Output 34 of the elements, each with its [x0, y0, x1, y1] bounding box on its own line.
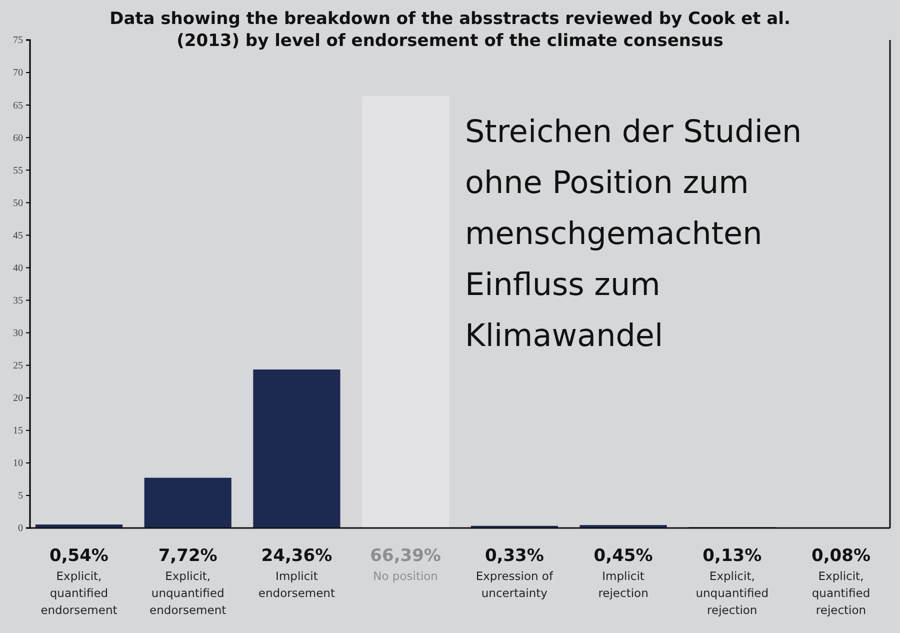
- y-tick-label: 5: [18, 490, 23, 502]
- y-tick-label: 35: [13, 295, 23, 306]
- data-label: 7,72%: [158, 546, 218, 566]
- y-tick-label: 75: [13, 35, 23, 46]
- x-tick-label: Implicit endorsement: [258, 569, 336, 600]
- data-label: 0,33%: [484, 546, 544, 566]
- x-tick-label: Explicit, quantified endorsement: [40, 569, 118, 617]
- data-label: 66,39%: [370, 546, 441, 566]
- y-tick-label: 55: [13, 165, 23, 176]
- x-tick-label: Expression of uncertainty: [476, 569, 554, 600]
- y-tick-label: 60: [13, 132, 23, 144]
- annotation: Streichen der Studien ohne Position zum menschgemachten Einfluss zum Klimawandel: [465, 114, 802, 354]
- y-tick-label: 15: [13, 426, 23, 437]
- y-tick-label: 45: [13, 230, 23, 242]
- x-tick-label: Explicit, unquantified endorsement: [150, 569, 227, 617]
- y-tick-label: 50: [13, 198, 23, 209]
- x-tick-label: Explicit, unquantified rejection: [696, 569, 769, 617]
- data-label: 0,13%: [702, 546, 762, 566]
- data-label: 0,08%: [812, 546, 871, 566]
- y-tick-label: 65: [13, 100, 23, 112]
- data-label: 24,36%: [261, 546, 332, 566]
- y-tick-label: 30: [13, 328, 23, 339]
- y-tick-label: 70: [13, 68, 23, 79]
- y-tick-label: 10: [13, 458, 23, 470]
- data-label: 0,54%: [49, 546, 108, 566]
- x-tick-label: Implicit rejection: [598, 569, 648, 600]
- data-label: 0,45%: [594, 546, 653, 566]
- y-tick-label: 25: [13, 360, 23, 372]
- y-tick-label: 0: [18, 523, 23, 534]
- x-tick-label: Explicit, quantified rejection: [812, 569, 870, 617]
- y-tick-label: 20: [13, 393, 23, 404]
- y-tick-label: 40: [13, 262, 23, 274]
- chart-title: Data showing the breakdown of the absstracts reviewed by Cook et al. (2013) by level of endorsement of the climate consensus: [110, 9, 790, 51]
- x-tick-label: No position: [373, 569, 438, 583]
